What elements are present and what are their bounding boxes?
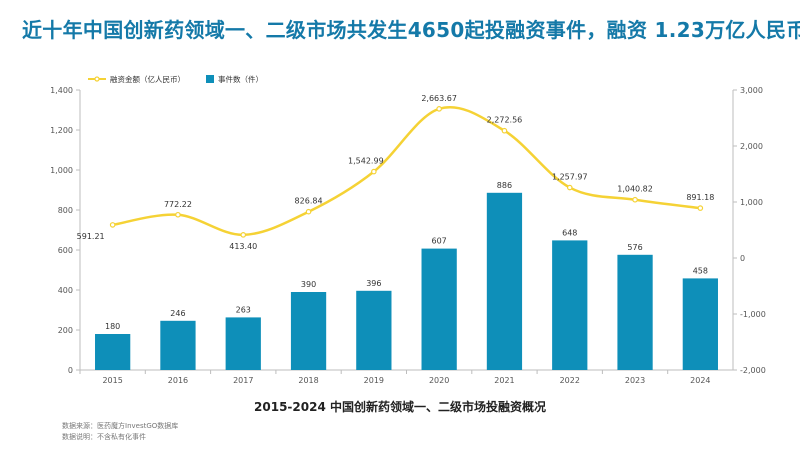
y-right-tick-label: 0 — [740, 254, 745, 263]
x-tick-label: 2020 — [429, 376, 449, 385]
line-point-2015 — [109, 222, 116, 228]
bar-value-label: 390 — [301, 280, 316, 289]
bar-2023 — [617, 254, 653, 370]
y-left-tick-label: 800 — [58, 206, 73, 215]
x-tick-label: 2017 — [233, 376, 253, 385]
headline: 近十年中国创新药领域一、二级市场共发生4650起投融资事件，融资 1.23万亿人… — [22, 18, 800, 42]
bar-value-label: 886 — [497, 181, 512, 190]
x-tick-label: 2023 — [625, 376, 645, 385]
bar-value-label: 263 — [236, 305, 251, 314]
line-point-2018 — [305, 208, 312, 215]
bar-value-label: 396 — [366, 279, 381, 288]
chart-title: 2015-2024 中国创新药领域一、二级市场投融资概况 — [254, 400, 546, 414]
legend-bar-swatch — [206, 75, 214, 83]
y-right-tick-label: 2,000 — [740, 142, 763, 151]
bar-2016 — [160, 320, 196, 370]
x-tick-label: 2018 — [298, 376, 318, 385]
x-tick-label: 2019 — [364, 376, 384, 385]
line-value-label: 2,272.56 — [487, 116, 523, 125]
bar-value-label: 180 — [105, 322, 120, 331]
bar-2020 — [421, 248, 457, 370]
y-left-tick-label: 1,200 — [50, 126, 73, 135]
x-tick-label: 2015 — [102, 376, 122, 385]
bar-2017 — [225, 317, 261, 370]
line-value-label: 1,542.99 — [348, 157, 384, 166]
y-right-tick-label: -1,000 — [740, 310, 766, 319]
line-point-2019 — [371, 168, 377, 175]
bar-2022 — [552, 240, 588, 370]
data-source-note: 数据来源：医药魔方InvestGO数据库 — [62, 422, 179, 430]
line-point-2017 — [240, 232, 247, 238]
y-right-tick-label: 3,000 — [740, 86, 763, 95]
line-value-label: 826.84 — [295, 197, 323, 206]
y-right-tick-label: -2,000 — [740, 366, 766, 375]
bar-2021 — [486, 192, 523, 370]
line-value-label: 591.21 — [77, 232, 105, 241]
x-tick-label: 2024 — [690, 376, 710, 385]
bar-value-label: 576 — [627, 243, 642, 252]
amount-line — [112, 106, 701, 237]
line-point-2020 — [436, 106, 442, 112]
y-left-tick-label: 1,000 — [50, 166, 73, 175]
y-left-tick-label: 400 — [58, 286, 73, 295]
line-point-2016 — [175, 211, 181, 218]
line-value-label: 1,040.82 — [617, 185, 653, 194]
line-value-label: 772.22 — [164, 200, 192, 209]
line-point-2023 — [632, 196, 638, 203]
legend-line-marker — [94, 76, 100, 82]
line-value-label: 2,663.67 — [421, 94, 457, 103]
bar-2024 — [682, 278, 718, 370]
bar-2018 — [290, 292, 327, 370]
y-left-tick-label: 600 — [58, 246, 73, 255]
y-left-tick-label: 0 — [68, 366, 73, 375]
bar-value-label: 246 — [170, 309, 185, 318]
line-point-2022 — [566, 184, 573, 191]
y-right-tick-label: 1,000 — [740, 198, 763, 207]
bar-value-label: 648 — [562, 228, 577, 237]
line-value-label: 891.18 — [686, 193, 714, 202]
x-tick-label: 2021 — [494, 376, 514, 385]
y-left-tick-label: 1,400 — [50, 86, 73, 95]
bar-2019 — [356, 290, 392, 370]
line-point-2021 — [501, 127, 508, 134]
line-value-label: 413.40 — [229, 242, 257, 251]
line-value-label: 1,257.97 — [552, 173, 588, 182]
legend-bar-label: 事件数（件） — [218, 74, 263, 84]
legend-line-label: 融资金额（亿人民币） — [110, 74, 185, 84]
bar-2015 — [95, 334, 131, 370]
x-tick-label: 2016 — [168, 376, 188, 385]
bar-value-label: 607 — [432, 237, 447, 246]
line-point-2024 — [697, 205, 704, 211]
y-left-tick-label: 200 — [58, 326, 73, 335]
bar-value-label: 458 — [693, 266, 708, 275]
data-description-note: 数据说明：不含私有化事件 — [62, 433, 146, 441]
x-tick-label: 2022 — [560, 376, 580, 385]
